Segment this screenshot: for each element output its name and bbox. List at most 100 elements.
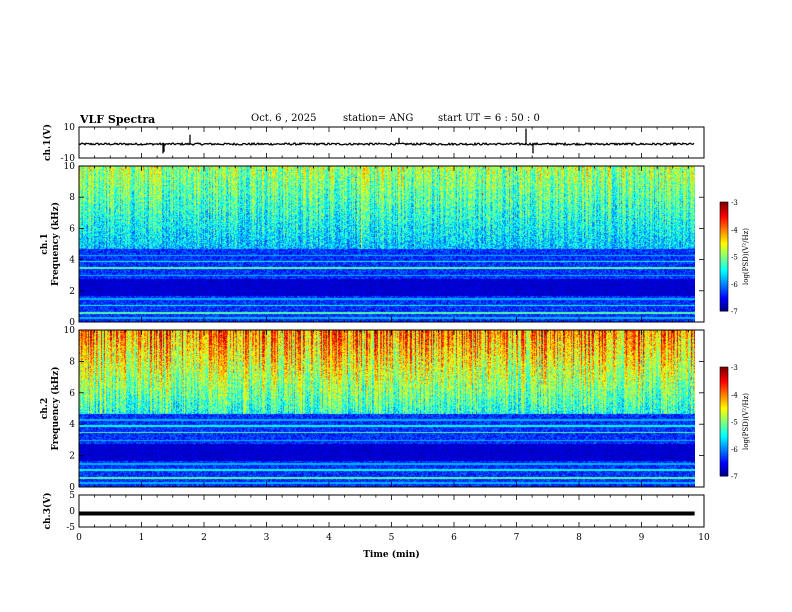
x-tick-label: 5 (389, 533, 395, 543)
ch3-ytick-label: 0 (69, 507, 75, 517)
ch1-ytick-label: -10 (61, 154, 76, 164)
ch1-colorbar-swatch (720, 209, 728, 212)
ch2-colorbar-swatch (720, 374, 728, 377)
ch2-colorbar-swatch (720, 426, 728, 430)
ch1-colorbar-swatch (720, 274, 728, 277)
ch2-colorbar-swatch (720, 450, 728, 453)
chart-title: VLF Spectra (80, 113, 156, 126)
ch2-colorbar-swatch (720, 468, 728, 472)
ch2-colorbar-swatch (720, 436, 728, 439)
x-tick-label: 7 (514, 533, 520, 543)
ch2-colorbar-swatch (720, 397, 728, 401)
ch1-colorbar-swatch (720, 283, 728, 287)
ch1-colorbar-swatch (720, 231, 728, 234)
ch2-colorbar-swatch (720, 457, 728, 461)
ch1-colorbar-swatch (720, 258, 728, 261)
ch1-colorbar-swatch (720, 285, 728, 288)
ch1-colorbar-swatch (720, 229, 728, 232)
ch2-colorbar-swatch (720, 441, 728, 444)
ch2-colorbar-swatch (720, 456, 728, 459)
ch2-colorbar-swatch (720, 377, 728, 381)
ch1-colorbar-swatch (720, 260, 728, 263)
ch1-colorbar-swatch (720, 247, 728, 250)
x-tick-label: 1 (139, 533, 145, 543)
freq-ytick-label: 10 (64, 326, 76, 336)
ch1-colorbar-swatch (720, 234, 728, 238)
ch1-colorbar-swatch (720, 223, 728, 227)
ch2-colorbar-swatch (720, 428, 728, 432)
ch1-colorbar-swatch (720, 289, 728, 292)
ch1-colorbar-swatch (720, 276, 728, 279)
ch1-colorbar-swatch (720, 216, 728, 219)
ch2-colorbar-swatch (720, 437, 728, 441)
ch2-colorbar-swatch (720, 388, 728, 392)
ch1-colorbar-tick-label: -5 (731, 254, 738, 262)
ch1-colorbar-tick-label: -4 (731, 226, 738, 234)
ch2-colorbar-swatch (720, 406, 728, 410)
ch1-colorbar-swatch (720, 236, 728, 239)
x-tick-label: 3 (264, 533, 270, 543)
ch1-colorbar-swatch (720, 203, 728, 207)
ch1-colorbar-swatch (720, 227, 728, 230)
ch1-colorbar-swatch (720, 305, 728, 308)
x-tick-label: 8 (576, 533, 582, 543)
ch1-colorbar-swatch (720, 225, 728, 228)
ch2-colorbar-tick-label: -4 (731, 391, 738, 399)
ch1-colorbar-swatch (720, 265, 728, 268)
ch1-colorbar-swatch (720, 291, 728, 294)
ch1-colorbar-swatch (720, 278, 728, 281)
ch1-colorbar-swatch (720, 307, 728, 310)
freq-ytick-label: 10 (64, 162, 76, 172)
ch1-colorbar-swatch (720, 243, 728, 247)
x-tick-label: 2 (201, 533, 207, 543)
ch1-colorbar-swatch (720, 303, 728, 307)
ch2-colorbar-swatch (720, 408, 728, 412)
x-tick-label: 6 (451, 533, 457, 543)
x-axis-label: Time (min) (363, 549, 420, 560)
freq-ytick-label: 0 (69, 483, 75, 493)
ch2-colorbar-swatch (720, 423, 728, 426)
ch1-colorbar-swatch (720, 271, 728, 274)
ch1-colorbar-swatch (720, 269, 728, 272)
ch1-colorbar-swatch (720, 211, 728, 214)
ch1-colorbar-swatch (720, 218, 728, 221)
ch1-spectrogram (79, 166, 695, 322)
ch1-v-axis-label: ch.1(V) (42, 124, 53, 161)
x-tick-label: 0 (76, 533, 82, 543)
ch2-colorbar-swatch (720, 448, 728, 452)
ch2-colorbar-swatch (720, 372, 728, 375)
ch1-colorbar-swatch (720, 221, 728, 225)
ch1-colorbar-swatch (720, 281, 728, 285)
ch2-colorbar-swatch (720, 392, 728, 395)
ch2-colorbar-swatch (720, 401, 728, 404)
ch2-colorbar-swatch (720, 376, 728, 379)
ch1-colorbar-tick-label: -6 (731, 281, 738, 289)
ch2-colorbar-swatch (720, 439, 728, 442)
ch1-colorbar-swatch (720, 301, 728, 305)
ch1-freq-axis-label-b: Frequency (kHz) (50, 202, 61, 286)
ch1-colorbar-swatch (720, 232, 728, 236)
ch2-colorbar-swatch (720, 385, 728, 388)
ch2-colorbar-swatch (720, 394, 728, 397)
ch2-colorbar-swatch (720, 381, 728, 384)
ch3-v-axis-label: ch.3(V) (42, 493, 53, 530)
ch2-colorbar-swatch (720, 370, 728, 373)
date-label: Oct. 6 , 2025 (251, 113, 317, 124)
ch2-colorbar-swatch (720, 461, 728, 464)
ch2-colorbar-swatch (720, 390, 728, 393)
ch1-colorbar-swatch (720, 212, 728, 216)
ch1-colorbar-swatch (720, 205, 728, 208)
ch2-colorbar-swatch (720, 470, 728, 473)
ch1-colorbar-swatch (720, 252, 728, 256)
ch2-colorbar-swatch (720, 386, 728, 390)
ch1-colorbar-swatch (720, 202, 728, 205)
x-tick-label: 10 (698, 533, 710, 543)
ch2-colorbar-swatch (720, 432, 728, 435)
ch1-colorbar-swatch (720, 267, 728, 270)
ch1-colorbar-tick-label: -3 (731, 199, 738, 207)
ch1-colorbar-swatch (720, 298, 728, 301)
ch1-colorbar-swatch (720, 287, 728, 290)
ch2-colorbar-swatch (720, 414, 728, 417)
ch2-colorbar-swatch (720, 472, 728, 475)
